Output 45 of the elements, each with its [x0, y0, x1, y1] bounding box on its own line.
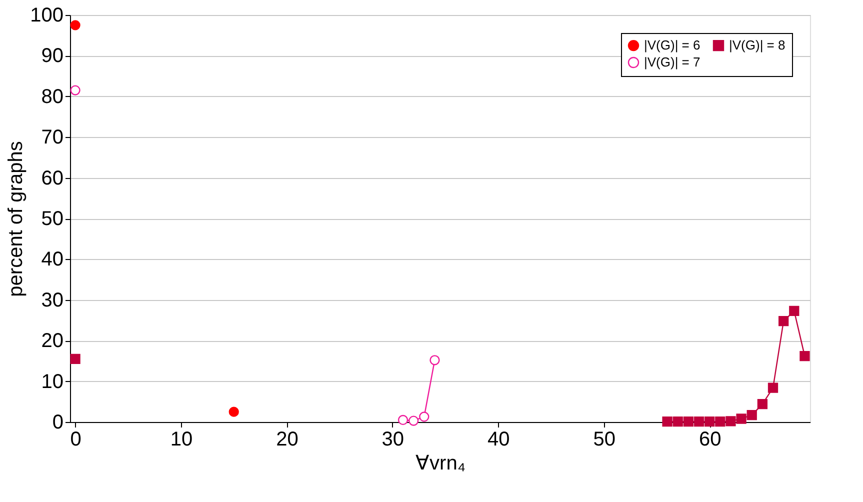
x-tick-label: 50: [593, 428, 616, 450]
legend-label: |V(G)| = 7: [644, 54, 700, 70]
x-tick-label: 20: [276, 428, 298, 450]
legend-label: |V(G)| = 6: [644, 38, 700, 53]
point: [768, 382, 778, 393]
y-tick-label: 0: [52, 412, 64, 434]
point: [746, 410, 757, 420]
point: [694, 416, 704, 427]
x-axis-title: ∀vrn₄: [416, 452, 466, 474]
point: [736, 414, 746, 424]
point: [70, 85, 80, 96]
point: [228, 406, 239, 417]
point: [683, 416, 694, 427]
y-tick-label: 30: [41, 289, 64, 312]
point: [398, 414, 408, 426]
x-tick-label: 0: [70, 428, 82, 450]
point: [715, 416, 726, 427]
x-tick-label: 30: [382, 428, 404, 450]
y-tick-label: 100: [30, 4, 64, 26]
y-tick-label: 90: [41, 45, 64, 68]
x-tick-label: 60: [698, 428, 722, 450]
y-tick-label: 40: [41, 248, 64, 271]
legend-label: |V(G)| = 8: [729, 38, 786, 53]
y-tick-label: 70: [41, 126, 64, 149]
y-tick-label: 80: [41, 86, 64, 108]
point: [419, 412, 430, 422]
point: [662, 416, 672, 427]
point: [70, 20, 80, 30]
point: [778, 316, 789, 326]
point: [800, 350, 810, 362]
point: [70, 354, 80, 364]
y-tick-label: 60: [41, 167, 64, 190]
point: [726, 416, 736, 426]
y-tick-label: 10: [41, 370, 64, 393]
point: [408, 416, 419, 426]
point: [789, 306, 800, 316]
y-tick-label: 50: [41, 208, 64, 230]
x-tick-label: 10: [170, 428, 193, 450]
point: [672, 416, 683, 427]
point: [430, 355, 440, 366]
y-tick-label: 20: [41, 330, 64, 352]
x-tick-label: 40: [488, 428, 510, 450]
y-axis-title: percent of graphs: [5, 141, 28, 297]
point: [704, 416, 715, 427]
point: [757, 399, 768, 410]
